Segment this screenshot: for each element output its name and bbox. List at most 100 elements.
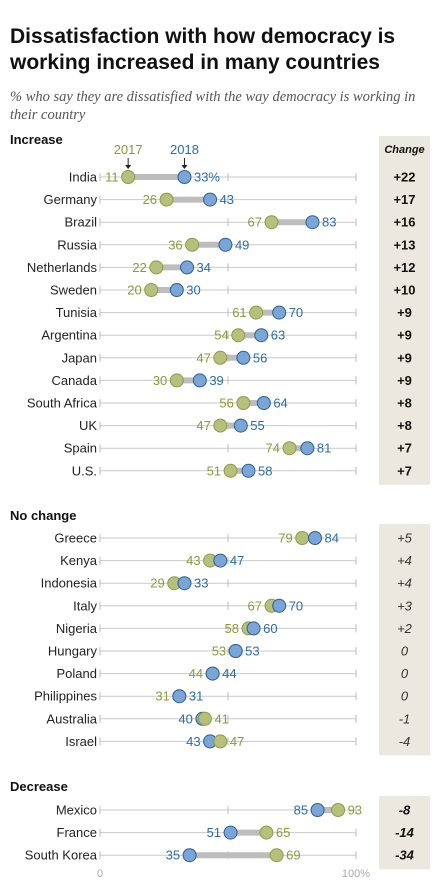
value-label-2018: 81 (317, 441, 331, 456)
change-value: +4 (397, 576, 412, 591)
row-country-label: Tunisia (56, 305, 98, 320)
legend-2017-arrow (125, 165, 132, 169)
value-label-2018: 49 (235, 237, 249, 252)
dot-2017 (185, 237, 200, 252)
row-country-label: South Africa (27, 396, 98, 411)
dot-2017 (213, 350, 228, 365)
dot-2017 (236, 396, 251, 410)
value-label-2017: 26 (143, 192, 157, 207)
section-label: Decrease (10, 779, 68, 794)
change-value: +9 (397, 373, 412, 388)
change-value: +17 (393, 192, 415, 207)
dot-2018 (205, 666, 220, 681)
value-label-2017: 65 (276, 825, 290, 840)
value-label-2017: 44 (189, 666, 203, 681)
value-label-2017: 67 (248, 598, 262, 613)
row-country-label: Sweden (50, 283, 97, 298)
row-country-label: Italy (73, 598, 97, 613)
change-value: -4 (399, 734, 411, 749)
dot-2017 (249, 305, 264, 320)
value-label-2018: 55 (250, 418, 264, 433)
row-country-label: Brazil (64, 215, 97, 230)
dot-2017 (269, 848, 284, 863)
dot-2018 (218, 237, 233, 252)
change-value: +7 (397, 441, 412, 456)
value-label-2017: 74 (265, 441, 279, 456)
change-column-bg (379, 136, 430, 485)
row-country-label: Germany (44, 192, 98, 207)
value-label-2017: 22 (132, 260, 146, 275)
value-label-2018: 83 (322, 215, 336, 230)
value-label-2018: 70 (289, 305, 303, 320)
value-label-2017: 41 (214, 711, 228, 726)
dot-2018 (305, 215, 320, 230)
row-country-label: Kenya (60, 553, 98, 568)
value-label-2018: 43 (186, 734, 200, 749)
dot-2017 (231, 328, 246, 343)
change-value: 0 (401, 689, 409, 704)
value-label-2018: 43 (220, 192, 234, 207)
dot-2018 (256, 396, 271, 410)
dot-2018 (233, 418, 248, 433)
value-label-2017: 47 (196, 418, 210, 433)
row-country-label: Israel (65, 734, 97, 749)
change-value: +10 (393, 283, 415, 298)
value-label-2018: 33 (194, 576, 208, 591)
row-country-label: South Korea (25, 848, 98, 863)
dot-2018 (246, 621, 261, 636)
value-label-2018: 35 (166, 848, 180, 863)
value-label-2018: 33% (194, 170, 220, 185)
value-label-2018: 70 (289, 598, 303, 613)
dot-2017 (264, 215, 279, 230)
dot-2017 (259, 825, 274, 840)
value-label-2017: 20 (127, 283, 141, 298)
value-label-2018: 51 (207, 825, 221, 840)
row-country-label: U.S. (72, 463, 97, 478)
change-column-bg (379, 796, 430, 870)
value-label-2017: 31 (155, 689, 169, 704)
change-value: -1 (399, 711, 411, 726)
value-label-2018: 60 (263, 621, 277, 636)
value-label-2017: 53 (212, 644, 226, 659)
legend-2018-arrow (181, 165, 188, 169)
dot-2017 (149, 260, 164, 275)
change-value: +8 (397, 418, 412, 433)
value-label-2018: 44 (222, 666, 236, 681)
value-label-2017: 43 (186, 553, 200, 568)
section-label: No change (10, 508, 76, 523)
value-label-2018: 30 (186, 283, 200, 298)
change-value: 0 (401, 666, 409, 681)
dot-2018 (177, 170, 192, 184)
value-label-2017: 61 (232, 305, 246, 320)
change-value: +3 (397, 598, 413, 613)
value-label-2017: 79 (278, 531, 292, 546)
dot-2018 (223, 825, 238, 840)
row-country-label: Canada (51, 373, 97, 388)
dot-2018 (172, 689, 187, 704)
value-label-2017: 56 (219, 396, 233, 411)
value-label-2018: 47 (230, 553, 244, 568)
dot-2018 (180, 260, 195, 275)
value-label-2017: 51 (207, 463, 221, 478)
section-label: Increase (10, 132, 63, 147)
value-label-2018: 34 (197, 260, 211, 275)
change-value: +16 (393, 215, 415, 230)
x-tick-label: 100% (342, 868, 370, 880)
change-value: +2 (397, 621, 413, 636)
legend-2017: 2017 (114, 142, 143, 157)
dot-2017 (197, 711, 212, 726)
legend-2018: 2018 (170, 142, 199, 157)
row-country-label: Japan (62, 350, 97, 365)
row-country-label: Greece (54, 531, 97, 546)
change-value: +9 (397, 328, 412, 343)
dot-2018 (169, 283, 184, 297)
change-column-bg (379, 524, 430, 756)
change-value: +4 (397, 553, 412, 568)
row-country-label: Argentina (41, 328, 97, 343)
value-label-2017: 58 (225, 621, 239, 636)
dot-2017 (331, 803, 346, 817)
value-label-2018: 58 (258, 463, 272, 478)
dot-2018 (228, 644, 243, 658)
dot-2017 (159, 192, 174, 207)
